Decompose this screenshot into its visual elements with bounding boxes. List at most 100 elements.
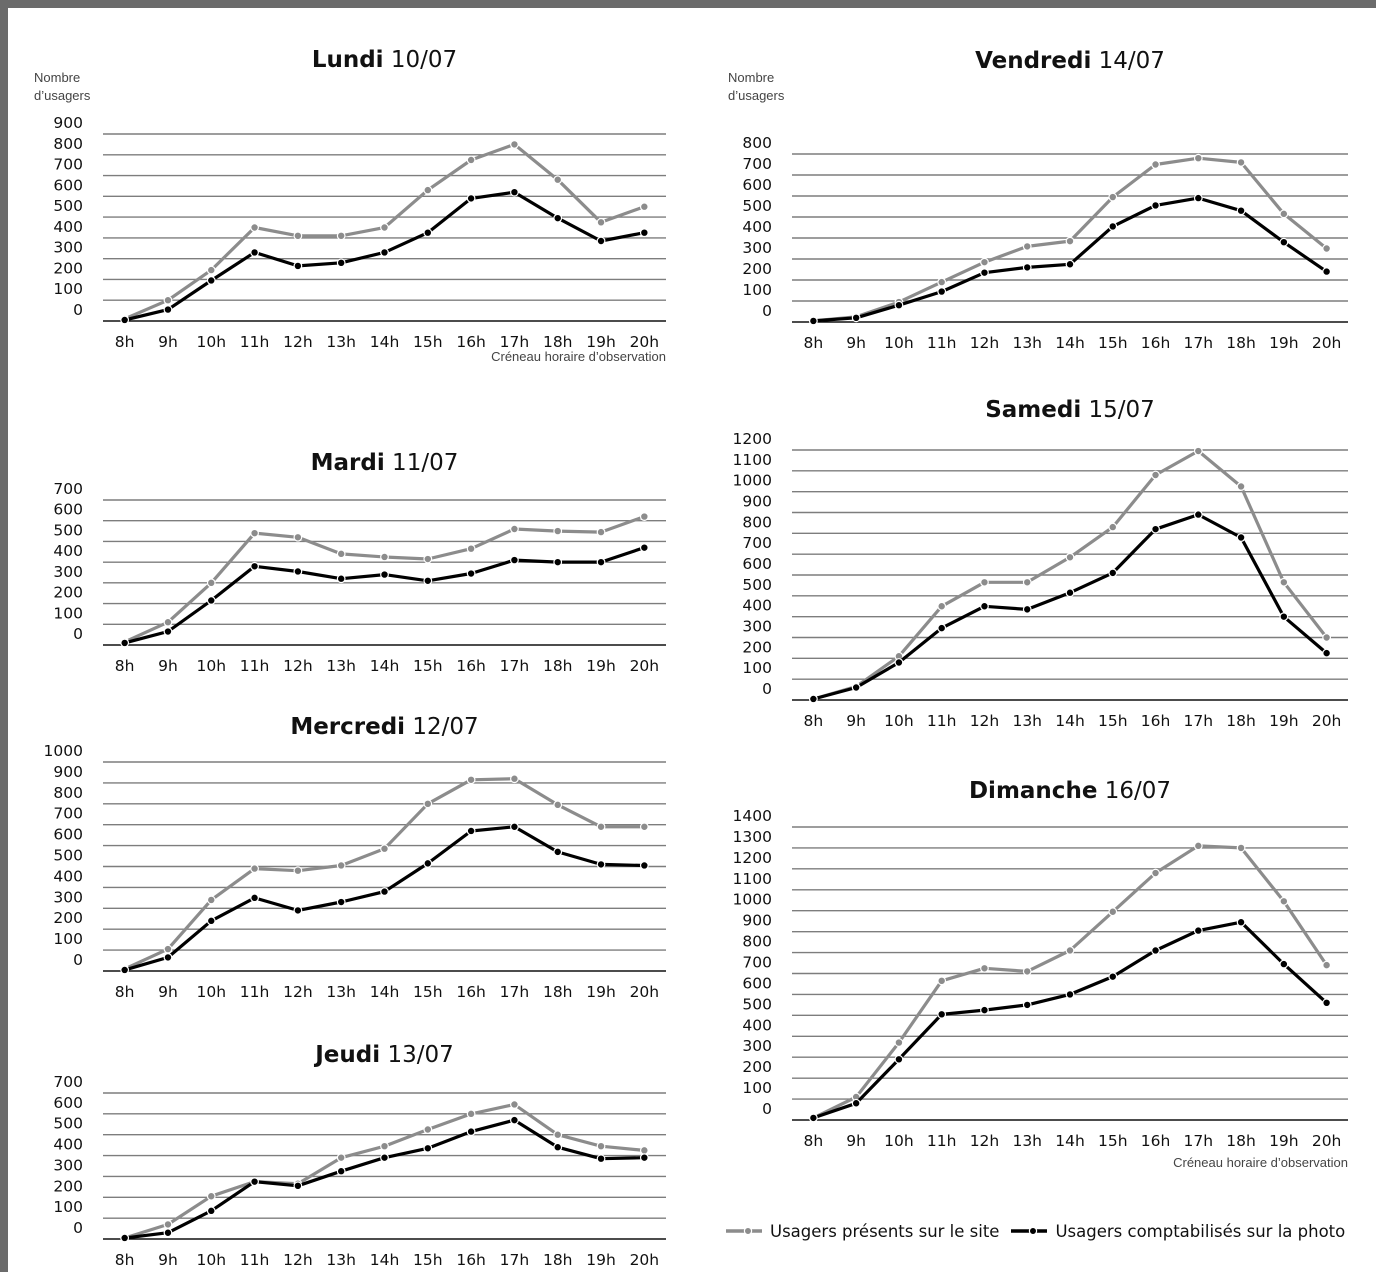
y-axis-label: Nombre [728, 70, 774, 85]
y-tick-label: 800 [742, 134, 772, 152]
x-tick-label: 9h [158, 983, 178, 1001]
x-tick-label: 14h [370, 333, 400, 351]
data-point-present [1279, 896, 1289, 906]
data-point-counted [206, 916, 216, 926]
x-tick-label: 20h [630, 657, 660, 675]
data-point-present [1322, 244, 1332, 253]
x-tick-label: 15h [413, 657, 443, 675]
y-tick-label: 700 [53, 805, 83, 823]
y-tick-label: 500 [742, 995, 772, 1013]
data-point-present [510, 774, 519, 784]
data-point-counted [510, 1115, 519, 1125]
data-point-present [1108, 192, 1118, 202]
data-point-present [980, 257, 989, 267]
data-point-counted [380, 1153, 389, 1163]
data-point-counted [423, 858, 433, 868]
data-point-counted [466, 826, 476, 836]
data-point-present [1022, 241, 1032, 251]
x-tick-label: 20h [1312, 334, 1342, 352]
data-point-present [1065, 236, 1075, 246]
y-tick-label: 1000 [733, 472, 772, 490]
data-point-counted [1236, 533, 1246, 542]
y-tick-label: 500 [742, 197, 772, 215]
data-point-counted [1151, 524, 1160, 534]
data-point-counted [336, 574, 346, 584]
data-point-present [639, 1145, 649, 1155]
x-tick-label: 11h [927, 334, 957, 352]
x-tick-label: 8h [115, 333, 135, 351]
y-tick-label: 500 [53, 1115, 83, 1133]
data-point-present [250, 864, 259, 873]
data-point-counted [1279, 959, 1289, 969]
x-tick-label: 15h [413, 983, 443, 1001]
data-point-counted [553, 1142, 563, 1152]
data-point-counted [1322, 648, 1332, 658]
data-point-counted [466, 1127, 476, 1136]
x-tick-label: 15h [413, 1251, 443, 1269]
data-point-present [553, 1130, 563, 1140]
x-tick-label: 14h [370, 657, 400, 675]
data-point-counted [120, 315, 130, 325]
x-tick-label: 18h [543, 1251, 573, 1269]
y-tick-label: 1100 [733, 451, 772, 469]
y-tick-label: 200 [742, 1058, 772, 1076]
data-point-present [1065, 552, 1075, 562]
data-point-counted [293, 261, 303, 271]
data-point-counted [250, 893, 259, 903]
x-tick-label: 19h [586, 1251, 616, 1269]
y-tick-label: 100 [53, 930, 83, 948]
data-point-counted [1322, 998, 1332, 1008]
data-point-counted [206, 596, 216, 605]
data-point-counted [510, 187, 519, 197]
data-point-present [466, 1109, 476, 1119]
data-point-counted [808, 1113, 818, 1123]
x-tick-label: 8h [115, 1251, 135, 1269]
chart-title: Samedi 15/07 [985, 397, 1155, 423]
chart-title-date: 12/07 [405, 714, 479, 740]
data-point-counted [596, 557, 606, 567]
data-point-present [206, 265, 216, 275]
data-point-present [163, 617, 173, 627]
x-tick-label: 9h [158, 1251, 178, 1269]
x-tick-label: 18h [1226, 334, 1256, 352]
y-tick-label: 400 [742, 1016, 772, 1034]
data-point-counted [380, 887, 389, 896]
y-tick-label: 700 [53, 1073, 83, 1091]
x-tick-label: 14h [1055, 712, 1085, 730]
data-point-counted [293, 1181, 303, 1191]
y-tick-label: 1200 [733, 430, 772, 448]
data-point-counted [639, 861, 649, 870]
y-axis-label: d’usagers [34, 88, 91, 103]
x-tick-label: 17h [500, 983, 530, 1001]
y-tick-label: 0 [762, 680, 772, 698]
data-point-present [1193, 841, 1203, 851]
data-point-present [596, 1141, 606, 1151]
data-point-counted [163, 305, 173, 314]
x-tick-label: 20h [1312, 1132, 1342, 1150]
data-point-present [596, 217, 606, 227]
data-point-counted [851, 683, 861, 692]
data-point-present [1236, 482, 1246, 491]
x-tick-label: 16h [456, 983, 486, 1001]
data-point-present [1322, 633, 1332, 642]
y-tick-label: 500 [53, 847, 83, 865]
data-point-present [336, 1153, 346, 1163]
x-tick-label: 11h [240, 1251, 270, 1269]
data-point-present [206, 578, 216, 588]
chart-samedi: Samedi 15/07 0 100 200 300 400 500 600 700 800 900… [698, 383, 1376, 733]
y-tick-label: 1200 [733, 849, 772, 867]
data-point-counted [937, 1009, 947, 1019]
data-point-counted [639, 228, 649, 238]
data-point-present [1279, 577, 1289, 587]
chart-title-day: Dimanche [969, 778, 1097, 804]
data-point-present [423, 799, 433, 809]
data-point-present [510, 524, 519, 534]
y-tick-label: 400 [53, 1136, 83, 1154]
y-tick-label: 200 [53, 259, 83, 277]
x-tick-label: 8h [115, 983, 135, 1001]
x-tick-label: 16h [456, 657, 486, 675]
legend-swatch-present [726, 1226, 762, 1236]
data-point-counted [553, 847, 563, 857]
y-tick-label: 700 [742, 954, 772, 972]
x-tick-label: 14h [370, 983, 400, 1001]
